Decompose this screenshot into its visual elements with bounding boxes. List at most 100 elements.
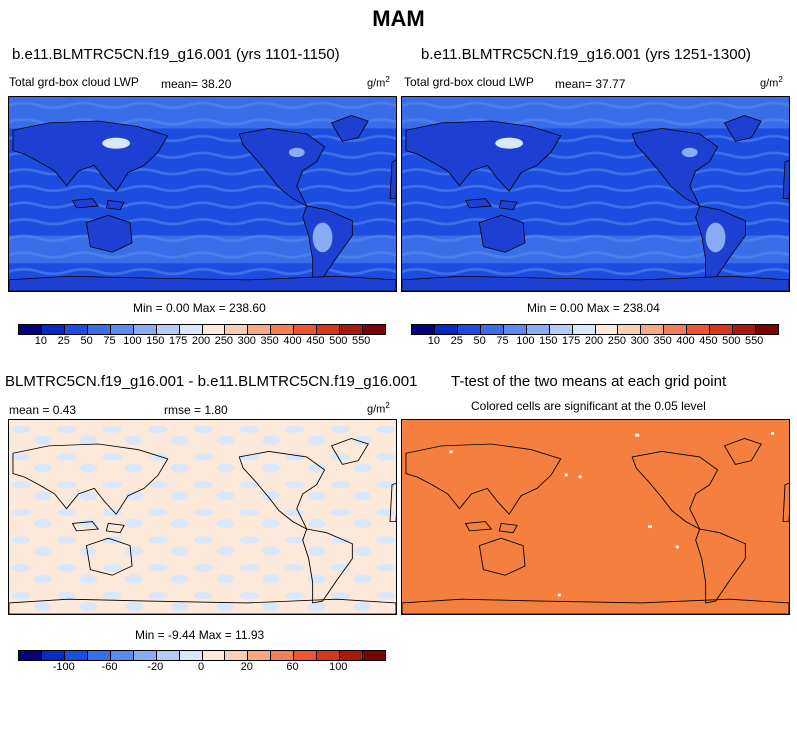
colorbar-tick-label: 10 — [34, 335, 47, 347]
colorbar-tick-label: 550 — [744, 335, 764, 347]
colorbar-swatch — [110, 325, 134, 334]
colorbar-swatch — [64, 325, 88, 334]
panel-b-minmax: Min = 0.00 Max = 238.04 — [527, 301, 660, 315]
colorbar-swatch — [526, 325, 550, 334]
panel-d-map — [401, 419, 790, 615]
colorbar-swatch — [503, 325, 527, 334]
colorbar-swatch — [271, 651, 295, 660]
colorbar-swatch — [710, 325, 734, 334]
colorbar-tick-label: 20 — [240, 661, 253, 673]
colorbar-tick-label: 300 — [237, 335, 256, 347]
colorbar-tick-label: 450 — [699, 335, 718, 347]
colorbar-swatch — [179, 651, 203, 660]
colorbar-swatch — [64, 651, 88, 660]
colorbar-swatch — [412, 325, 435, 334]
panel-b-run-title: b.e11.BLMTRC5CN.f19_g16.001 (yrs 1251-13… — [421, 46, 751, 63]
panel-c-rmse: rmse = 1.80 — [164, 403, 228, 417]
colorbar-swatch — [225, 651, 249, 660]
colorbar-tick-label: -100 — [52, 661, 75, 673]
colorbar-swatch — [87, 325, 111, 334]
colorbar-tick-label: 500 — [329, 335, 348, 347]
colorbar-swatch — [340, 325, 364, 334]
panel-a-map — [8, 96, 397, 292]
colorbar-swatch — [756, 325, 778, 334]
colorbar-swatch — [156, 651, 180, 660]
colorbar-tick-label: 0 — [197, 661, 205, 673]
colorbar-tick-label: 250 — [214, 335, 234, 347]
panel-c-mean: mean = 0.43 — [9, 403, 77, 417]
colorbar-tick-label: 450 — [306, 335, 325, 347]
colorbar-diff-labels: -100 -60 -20 0 20 60 100 — [18, 661, 384, 675]
colorbar-tick-label: 50 — [80, 335, 93, 347]
colorbar-tick-label: 175 — [561, 335, 581, 347]
colorbar-swatch — [664, 325, 688, 334]
colorbar-swatch — [248, 325, 272, 334]
colorbar-swatch — [733, 325, 757, 334]
colorbar-swatch — [133, 325, 157, 334]
panel-b-field: Total grd-box cloud LWP — [404, 75, 534, 89]
colorbar-tick-label: 75 — [103, 335, 116, 347]
colorbar-swatch — [595, 325, 619, 334]
colorbar-swatch — [317, 651, 341, 660]
colorbar-swatch — [434, 325, 458, 334]
colorbar-swatch — [687, 325, 711, 334]
colorbar-tick-label: 500 — [722, 335, 741, 347]
panel-b-mean: mean= 37.77 — [555, 77, 626, 91]
panel-a-mean: mean= 38.20 — [161, 77, 232, 91]
colorbar-swatch — [179, 325, 203, 334]
panel-c-units: g/m2 — [367, 401, 390, 416]
colorbar-swatch — [19, 325, 42, 334]
colorbar-tick-label: 175 — [168, 335, 188, 347]
colorbar-tick-label: 100 — [123, 335, 142, 347]
colorbar-tick-label: 25 — [57, 335, 70, 347]
colorbar-tick-label: 60 — [286, 661, 299, 673]
colorbar-swatch — [641, 325, 665, 334]
colorbar-swatch — [19, 651, 42, 660]
colorbar-swatch — [549, 325, 573, 334]
panel-c-run-title: BLMTRC5CN.f19_g16.001 - b.e11.BLMTRC5CN.… — [5, 373, 418, 390]
panel-d-run-title: T-test of the two means at each grid poi… — [451, 373, 727, 390]
colorbar-lwp-left — [18, 324, 386, 335]
colorbar-lwp-left-labels: 10 25 50 75 100 150 175 200 250 300 350 400 450 500 55… — [18, 335, 384, 349]
colorbar-tick-label: -20 — [147, 661, 164, 673]
colorbar-swatch — [110, 651, 134, 660]
colorbar-swatch — [202, 325, 226, 334]
panel-c-map — [8, 419, 397, 615]
colorbar-tick-label: 150 — [146, 335, 165, 347]
colorbar-swatch — [480, 325, 504, 334]
colorbar-swatch — [294, 651, 318, 660]
panel-a-field: Total grd-box cloud LWP — [9, 75, 139, 89]
colorbar-swatch — [618, 325, 642, 334]
colorbar-swatch — [340, 651, 364, 660]
colorbar-tick-label: 50 — [473, 335, 486, 347]
colorbar-swatch — [271, 325, 295, 334]
colorbar-swatch — [41, 651, 65, 660]
colorbar-swatch — [363, 651, 385, 660]
colorbar-lwp-right — [411, 324, 779, 335]
panel-d-subtitle: Colored cells are significant at the 0.0… — [471, 399, 706, 413]
panel-b-units: g/m2 — [760, 75, 783, 90]
colorbar-tick-label: 200 — [191, 335, 211, 347]
colorbar-swatch — [294, 325, 318, 334]
colorbar-swatch — [41, 325, 65, 334]
colorbar-tick-label: 150 — [539, 335, 558, 347]
colorbar-tick-label: 350 — [653, 335, 672, 347]
colorbar-diff — [18, 650, 386, 661]
colorbar-tick-label: 300 — [630, 335, 649, 347]
colorbar-tick-label: 10 — [427, 335, 440, 347]
colorbar-swatch — [572, 325, 596, 334]
colorbar-tick-label: 400 — [676, 335, 695, 347]
colorbar-tick-label: 25 — [450, 335, 463, 347]
colorbar-swatch — [317, 325, 341, 334]
panel-b-map — [401, 96, 790, 292]
colorbar-swatch — [225, 325, 249, 334]
colorbar-tick-label: 400 — [283, 335, 302, 347]
colorbar-swatch — [248, 651, 272, 660]
colorbar-swatch — [87, 651, 111, 660]
panel-a-minmax: Min = 0.00 Max = 238.60 — [133, 301, 266, 315]
colorbar-tick-label: 550 — [351, 335, 371, 347]
colorbar-swatch — [133, 651, 157, 660]
panel-a-units: g/m2 — [367, 75, 390, 90]
colorbar-swatch — [457, 325, 481, 334]
colorbar-swatch — [202, 651, 226, 660]
